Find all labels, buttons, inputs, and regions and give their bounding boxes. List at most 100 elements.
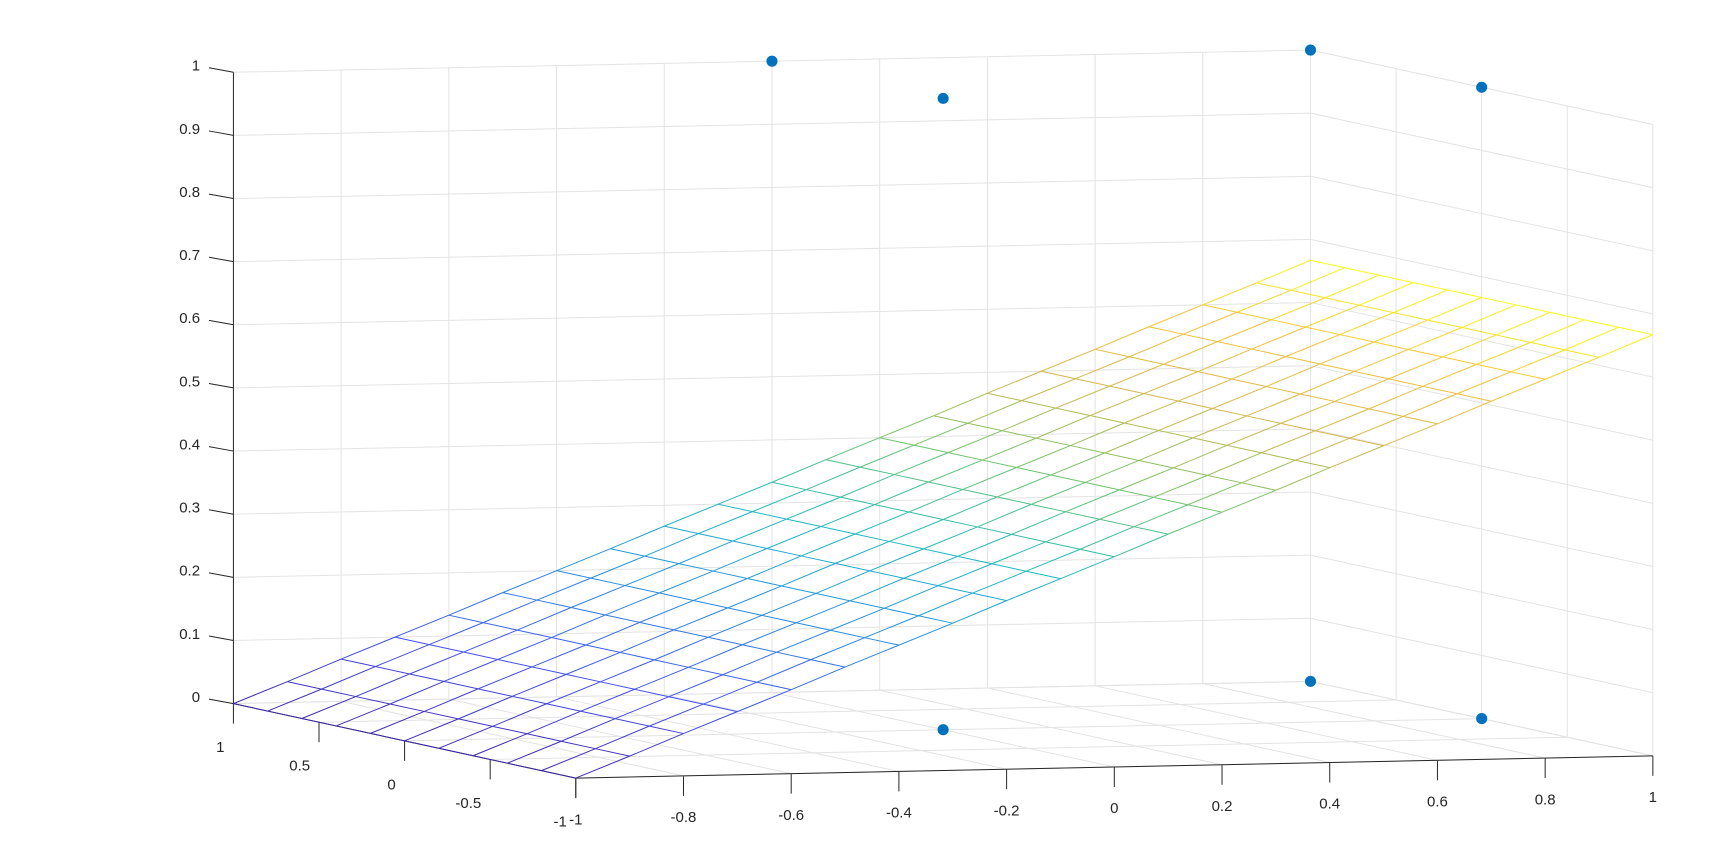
mesh-edge bbox=[448, 614, 484, 624]
grid-line bbox=[233, 680, 1311, 705]
mesh-edge bbox=[972, 570, 1027, 594]
mesh-edge bbox=[1481, 297, 1517, 306]
mesh-edge bbox=[301, 718, 337, 727]
mesh-edge bbox=[810, 637, 865, 661]
mesh-edge bbox=[1065, 511, 1100, 520]
mesh-edge bbox=[1359, 304, 1394, 314]
mesh-edge bbox=[1192, 437, 1228, 446]
mesh-edge bbox=[1226, 444, 1262, 454]
mesh-edge bbox=[1339, 312, 1394, 336]
mesh-edge bbox=[438, 725, 493, 749]
grid-line bbox=[1310, 428, 1653, 504]
mesh-edge bbox=[556, 548, 611, 572]
mesh-edge bbox=[605, 592, 660, 616]
scatter-point bbox=[937, 92, 949, 104]
mesh-edge bbox=[913, 444, 949, 454]
mesh-edge bbox=[1403, 393, 1458, 417]
mesh-edge bbox=[1167, 511, 1223, 535]
mesh-edge bbox=[531, 666, 567, 675]
mesh-edge bbox=[575, 755, 630, 779]
mesh-edge bbox=[664, 503, 719, 527]
mesh-edge bbox=[898, 622, 953, 646]
mesh-edge bbox=[502, 570, 557, 594]
mesh-edge bbox=[1515, 304, 1551, 313]
mesh-edge bbox=[565, 651, 621, 675]
mesh-edge bbox=[756, 681, 792, 691]
mesh-edge bbox=[1178, 400, 1213, 409]
mesh-edge bbox=[801, 555, 836, 564]
mesh-edge bbox=[702, 681, 758, 705]
mesh-edge bbox=[947, 430, 1003, 454]
mesh-edge bbox=[1231, 356, 1287, 380]
grid-line bbox=[1310, 112, 1653, 189]
mesh-edge bbox=[389, 703, 425, 712]
mesh-edge bbox=[600, 659, 655, 683]
mesh-edge bbox=[654, 659, 689, 668]
mesh-edge bbox=[1011, 533, 1046, 543]
x-tick-label: 0.4 bbox=[1319, 796, 1340, 813]
mesh-edge bbox=[512, 695, 547, 705]
grid-line bbox=[233, 617, 1311, 641]
mesh-edge bbox=[1070, 422, 1125, 447]
mesh-edge bbox=[1256, 259, 1311, 284]
mesh-edge bbox=[698, 511, 753, 535]
y-tick-label: -0.5 bbox=[455, 795, 481, 812]
grid-line bbox=[1310, 554, 1653, 631]
mesh-edge bbox=[673, 607, 728, 631]
mesh-edge bbox=[375, 666, 410, 675]
mesh-edge bbox=[1138, 459, 1174, 469]
mesh-edge bbox=[727, 607, 763, 616]
mesh-edge bbox=[1334, 378, 1389, 402]
mesh-edge bbox=[1305, 304, 1360, 328]
mesh-edge bbox=[649, 725, 684, 735]
mesh-edge bbox=[1393, 289, 1448, 314]
mesh-edge bbox=[590, 555, 645, 579]
mesh-edge bbox=[477, 666, 533, 690]
mesh-edge bbox=[732, 518, 787, 542]
y-tick-label: 1 bbox=[216, 739, 224, 756]
mesh-edge bbox=[977, 526, 1012, 535]
mesh-edge bbox=[1339, 334, 1375, 343]
mesh-edge bbox=[541, 748, 596, 772]
mesh-edge bbox=[659, 592, 694, 601]
mesh-edge bbox=[1133, 504, 1188, 528]
mesh-edge bbox=[820, 504, 875, 527]
mesh-edge bbox=[1324, 274, 1380, 299]
mesh-edge bbox=[1212, 408, 1247, 417]
scatter-point bbox=[1476, 81, 1488, 93]
mesh-edge bbox=[570, 585, 626, 608]
mesh-edge bbox=[1021, 400, 1056, 409]
mesh-edge bbox=[321, 666, 376, 690]
mesh-edge bbox=[1261, 452, 1296, 461]
mesh-edge bbox=[654, 636, 709, 661]
mesh-edge bbox=[918, 592, 973, 617]
mesh-edge bbox=[962, 488, 998, 498]
z-tick-label: 1 bbox=[192, 58, 200, 75]
mesh-edge bbox=[1461, 304, 1517, 328]
mesh-edge bbox=[1408, 348, 1443, 358]
mesh-edge bbox=[1530, 319, 1585, 343]
mesh-edge bbox=[1006, 578, 1061, 602]
mesh-edge bbox=[835, 540, 890, 564]
z-tick bbox=[208, 572, 234, 578]
mesh-edge bbox=[287, 681, 322, 690]
mesh-edge bbox=[1349, 437, 1384, 447]
mesh-edge bbox=[982, 459, 1017, 469]
mesh-edge bbox=[1544, 356, 1600, 380]
mesh-edge bbox=[830, 607, 885, 631]
mesh-edge bbox=[1099, 518, 1135, 528]
mesh-edge bbox=[1055, 385, 1110, 409]
mesh-edge bbox=[928, 459, 983, 483]
mesh-edge bbox=[1271, 297, 1326, 321]
mesh-edge bbox=[1031, 481, 1086, 505]
mesh-edge bbox=[869, 548, 924, 572]
mesh-edge bbox=[923, 548, 958, 557]
mesh-edge bbox=[1564, 326, 1619, 351]
mesh-edge bbox=[644, 533, 699, 557]
mesh-edge bbox=[463, 629, 518, 653]
mesh-edge bbox=[742, 622, 797, 646]
x-tick-label: -0.2 bbox=[994, 802, 1020, 819]
mesh-edge bbox=[1079, 548, 1115, 558]
mesh-edge bbox=[585, 644, 621, 653]
mesh-edge bbox=[1354, 370, 1389, 380]
